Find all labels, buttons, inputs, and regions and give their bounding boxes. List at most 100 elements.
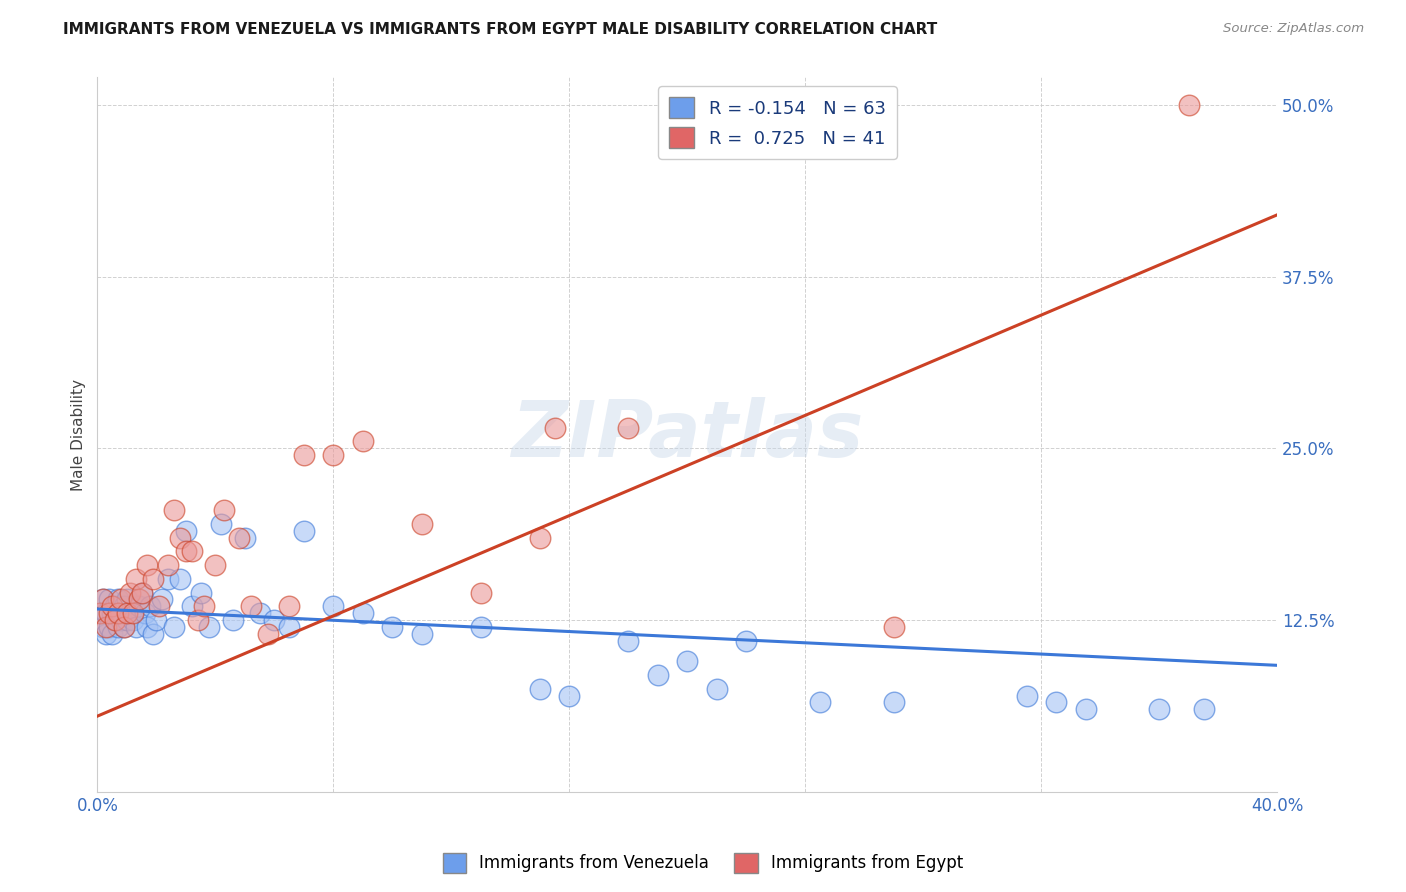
Point bbox=[257, 626, 280, 640]
Point bbox=[470, 620, 492, 634]
Point bbox=[647, 668, 669, 682]
Point bbox=[107, 606, 129, 620]
Point bbox=[118, 585, 141, 599]
Point bbox=[98, 606, 121, 620]
Point bbox=[1074, 702, 1097, 716]
Text: IMMIGRANTS FROM VENEZUELA VS IMMIGRANTS FROM EGYPT MALE DISABILITY CORRELATION C: IMMIGRANTS FROM VENEZUELA VS IMMIGRANTS … bbox=[63, 22, 938, 37]
Point bbox=[157, 558, 180, 572]
Point bbox=[98, 592, 121, 607]
Point bbox=[110, 592, 132, 607]
Point bbox=[125, 572, 148, 586]
Point bbox=[121, 613, 143, 627]
Point bbox=[198, 620, 221, 634]
Point bbox=[128, 599, 150, 614]
Point bbox=[107, 592, 129, 607]
Point bbox=[89, 606, 111, 620]
Point bbox=[101, 599, 124, 614]
Point bbox=[706, 681, 728, 696]
Point bbox=[96, 626, 118, 640]
Point bbox=[142, 626, 165, 640]
Point bbox=[169, 531, 191, 545]
Point bbox=[91, 592, 114, 607]
Point bbox=[278, 599, 301, 614]
Point bbox=[163, 503, 186, 517]
Point bbox=[411, 516, 433, 531]
Point bbox=[118, 606, 141, 620]
Point bbox=[89, 606, 111, 620]
Point bbox=[121, 606, 143, 620]
Point bbox=[249, 606, 271, 620]
Point bbox=[263, 613, 285, 627]
Point bbox=[352, 434, 374, 449]
Point bbox=[115, 592, 138, 607]
Point bbox=[115, 606, 138, 620]
Point bbox=[125, 620, 148, 634]
Text: Source: ZipAtlas.com: Source: ZipAtlas.com bbox=[1223, 22, 1364, 36]
Point bbox=[91, 592, 114, 607]
Point bbox=[112, 620, 135, 634]
Point bbox=[163, 620, 186, 634]
Point bbox=[617, 633, 640, 648]
Point bbox=[322, 599, 344, 614]
Point bbox=[101, 626, 124, 640]
Point bbox=[145, 613, 167, 627]
Point bbox=[174, 524, 197, 538]
Point bbox=[1192, 702, 1215, 716]
Point bbox=[529, 681, 551, 696]
Point bbox=[104, 613, 127, 627]
Point bbox=[1178, 98, 1201, 112]
Point bbox=[212, 503, 235, 517]
Point bbox=[131, 585, 153, 599]
Point bbox=[292, 448, 315, 462]
Text: ZIPatlas: ZIPatlas bbox=[512, 397, 863, 473]
Point bbox=[239, 599, 262, 614]
Point bbox=[193, 599, 215, 614]
Point bbox=[808, 695, 831, 709]
Legend: Immigrants from Venezuela, Immigrants from Egypt: Immigrants from Venezuela, Immigrants fr… bbox=[436, 847, 970, 880]
Point bbox=[1015, 689, 1038, 703]
Point bbox=[104, 599, 127, 614]
Point bbox=[180, 544, 202, 558]
Point bbox=[529, 531, 551, 545]
Point bbox=[222, 613, 245, 627]
Point bbox=[150, 592, 173, 607]
Point bbox=[139, 599, 162, 614]
Point bbox=[322, 448, 344, 462]
Point bbox=[115, 613, 138, 627]
Point bbox=[470, 585, 492, 599]
Point bbox=[110, 613, 132, 627]
Point bbox=[96, 606, 118, 620]
Point bbox=[187, 613, 209, 627]
Point bbox=[292, 524, 315, 538]
Point bbox=[204, 558, 226, 572]
Point bbox=[278, 620, 301, 634]
Point bbox=[96, 620, 118, 634]
Point bbox=[190, 585, 212, 599]
Point bbox=[735, 633, 758, 648]
Point bbox=[104, 613, 127, 627]
Point bbox=[883, 695, 905, 709]
Point bbox=[101, 606, 124, 620]
Point bbox=[136, 620, 159, 634]
Y-axis label: Male Disability: Male Disability bbox=[72, 378, 86, 491]
Point bbox=[228, 531, 250, 545]
Legend: R = -0.154   N = 63, R =  0.725   N = 41: R = -0.154 N = 63, R = 0.725 N = 41 bbox=[658, 87, 897, 159]
Point bbox=[1045, 695, 1067, 709]
Point bbox=[174, 544, 197, 558]
Point bbox=[112, 620, 135, 634]
Point bbox=[110, 606, 132, 620]
Point bbox=[1149, 702, 1171, 716]
Point bbox=[142, 572, 165, 586]
Point bbox=[676, 654, 699, 668]
Point bbox=[617, 420, 640, 434]
Point bbox=[136, 558, 159, 572]
Point bbox=[112, 599, 135, 614]
Point bbox=[107, 620, 129, 634]
Point bbox=[381, 620, 404, 634]
Point bbox=[98, 620, 121, 634]
Point bbox=[157, 572, 180, 586]
Point bbox=[543, 420, 565, 434]
Point bbox=[233, 531, 256, 545]
Point bbox=[180, 599, 202, 614]
Point bbox=[128, 592, 150, 607]
